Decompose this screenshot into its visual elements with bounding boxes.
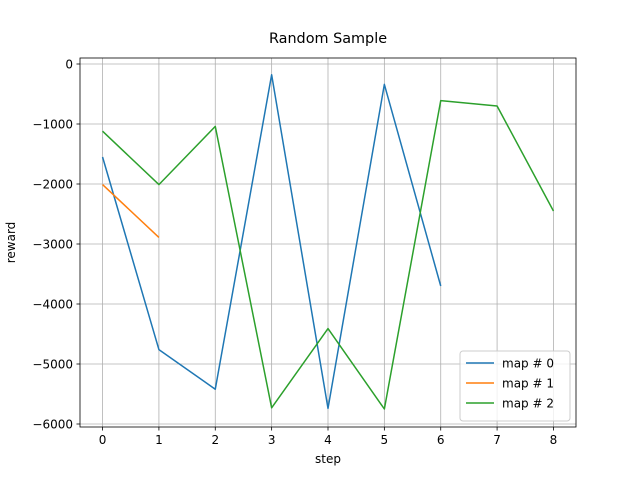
series-line-0 bbox=[101, 74, 442, 410]
series-lines bbox=[101, 74, 555, 410]
x-tick-label: 4 bbox=[324, 433, 332, 447]
y-tick-label: 0 bbox=[65, 57, 73, 71]
x-tick-label: 2 bbox=[211, 433, 219, 447]
y-axis-label: reward bbox=[4, 222, 18, 264]
legend-label: map # 2 bbox=[502, 396, 554, 410]
y-tick-label: −1000 bbox=[32, 117, 73, 131]
legend: map # 0 map # 1 map # 2 bbox=[459, 350, 571, 422]
chart-title: Random Sample bbox=[269, 31, 387, 47]
y-tick-label: −4000 bbox=[32, 297, 73, 311]
series-line-2 bbox=[102, 99, 555, 410]
x-tick-label: 5 bbox=[381, 433, 389, 447]
x-tick-label: 0 bbox=[99, 433, 107, 447]
y-tick-label: −3000 bbox=[32, 237, 73, 251]
series-line-1 bbox=[102, 184, 160, 238]
x-tick-label: 1 bbox=[155, 433, 163, 447]
x-tick-label: 7 bbox=[493, 433, 501, 447]
x-axis-label: step bbox=[315, 452, 341, 466]
y-tick-label: −5000 bbox=[32, 357, 73, 371]
y-tick-label: −6000 bbox=[32, 417, 73, 431]
legend-label: map # 0 bbox=[502, 356, 554, 370]
y-axis-ticks: 0 −1000 −2000 −3000 −4000 −5000 −6000 bbox=[32, 57, 80, 431]
grid bbox=[80, 58, 576, 427]
x-tick-label: 6 bbox=[437, 433, 445, 447]
legend-label: map # 1 bbox=[502, 376, 554, 390]
x-tick-label: 8 bbox=[550, 433, 558, 447]
x-tick-label: 3 bbox=[268, 433, 276, 447]
y-tick-label: −2000 bbox=[32, 177, 73, 191]
x-axis-ticks: 0 1 2 3 4 5 6 7 8 bbox=[99, 427, 558, 447]
